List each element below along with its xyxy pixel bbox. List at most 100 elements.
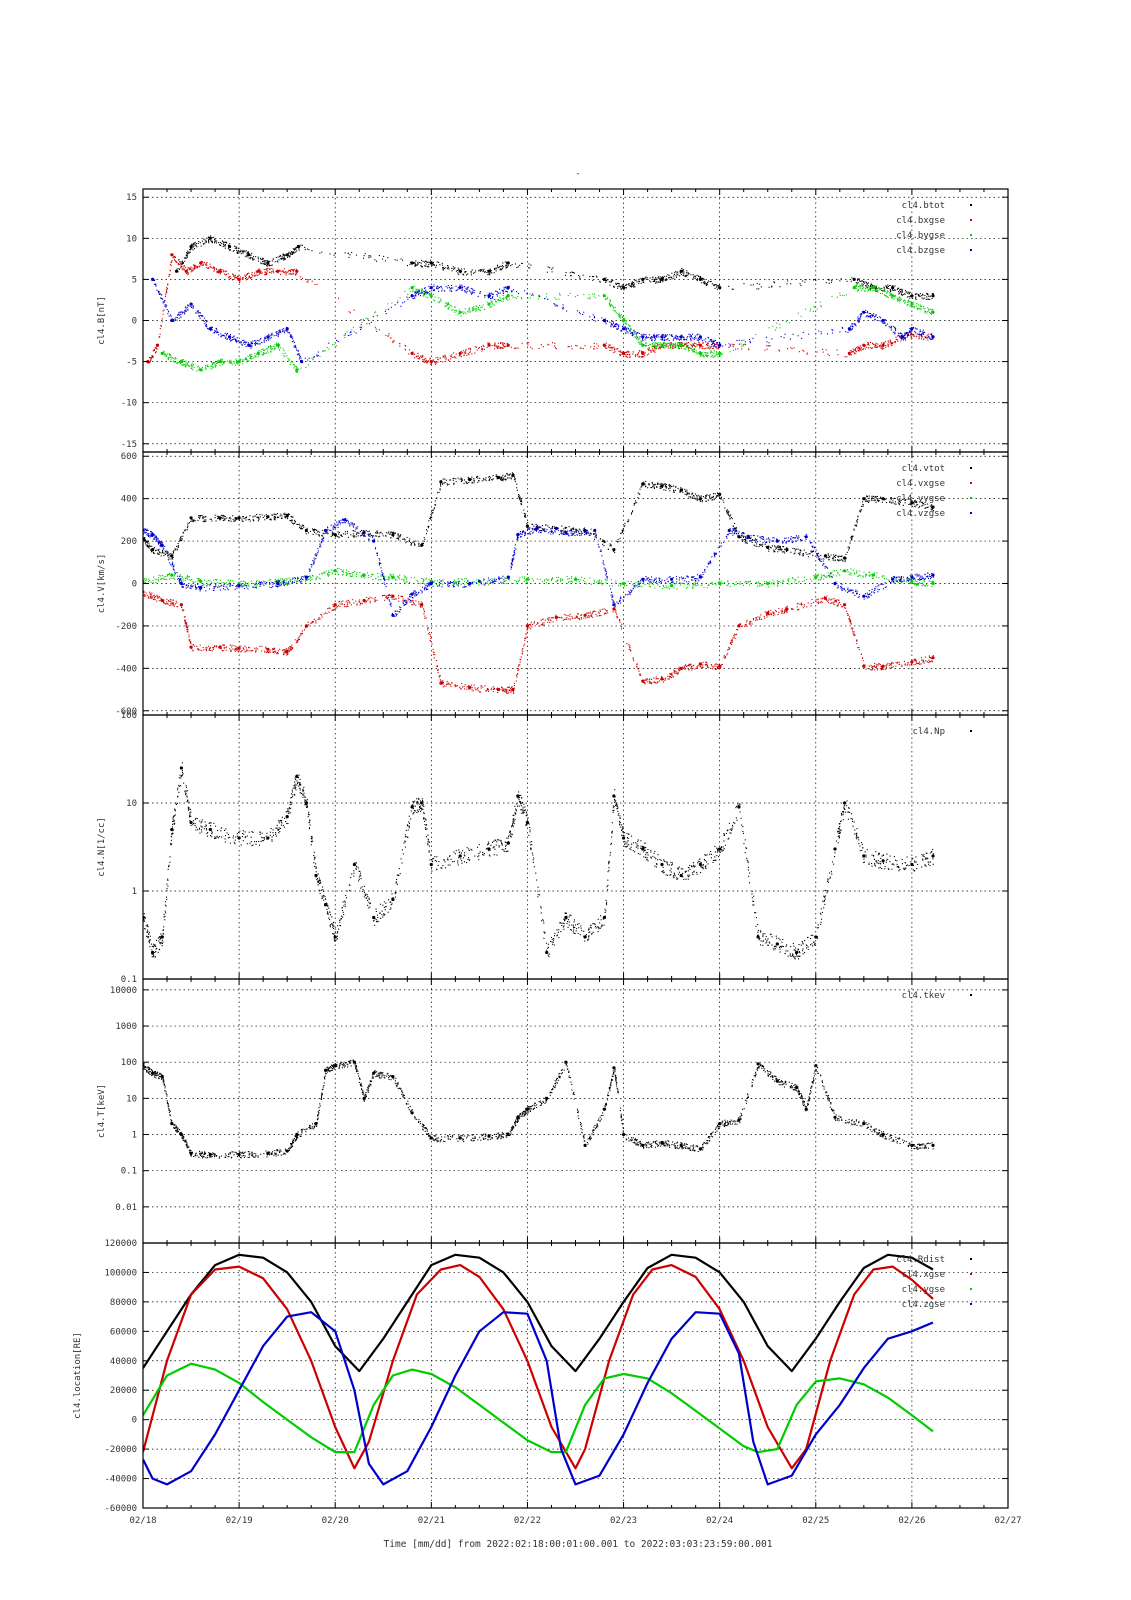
data-point	[385, 309, 387, 311]
data-point	[297, 523, 299, 525]
data-point	[221, 362, 223, 364]
data-point	[664, 336, 666, 338]
data-point	[869, 286, 871, 288]
data-point	[426, 265, 428, 267]
data-point	[260, 257, 262, 259]
data-point	[175, 261, 177, 263]
data-point	[164, 553, 166, 555]
data-point	[409, 290, 411, 292]
data-point	[432, 509, 434, 511]
data-point	[920, 307, 922, 309]
data-point	[898, 293, 900, 295]
data-point	[270, 337, 272, 339]
data-point	[412, 298, 414, 300]
data-point	[369, 533, 371, 535]
data-point	[187, 304, 189, 306]
data-point	[538, 348, 540, 350]
data-point	[487, 274, 489, 276]
data-point	[873, 285, 875, 287]
data-point	[857, 289, 859, 291]
data-point	[622, 356, 624, 358]
data-point	[865, 312, 867, 314]
data-point	[626, 320, 628, 322]
data-point	[862, 348, 864, 350]
data-point	[370, 533, 372, 535]
data-point	[285, 329, 287, 331]
data-point	[904, 337, 906, 339]
data-point	[216, 362, 218, 364]
data-point	[858, 350, 860, 352]
data-point	[186, 271, 188, 273]
data-point	[186, 255, 188, 257]
data-point	[246, 256, 248, 258]
data-point	[268, 334, 270, 336]
data-point	[465, 350, 467, 352]
data-point	[259, 350, 261, 352]
data-point	[239, 276, 241, 278]
data-point	[271, 514, 273, 516]
data-point	[709, 339, 711, 341]
data-point	[226, 338, 228, 340]
data-point	[152, 551, 154, 553]
data-point	[217, 272, 219, 274]
data-point	[431, 296, 433, 298]
data-point	[149, 359, 151, 361]
data-point	[263, 341, 265, 343]
data-point	[910, 305, 912, 307]
data-point	[180, 261, 182, 263]
data-point	[516, 267, 518, 269]
data-point	[182, 262, 184, 264]
data-point	[643, 353, 645, 355]
data-point	[698, 340, 700, 342]
data-point	[293, 342, 295, 344]
data-point	[190, 271, 192, 273]
data-point	[162, 552, 164, 554]
data-point	[291, 521, 293, 523]
data-point	[641, 277, 645, 281]
data-point	[271, 260, 273, 262]
data-point	[292, 248, 294, 250]
data-point	[265, 340, 267, 342]
data-point	[158, 553, 160, 555]
data-point	[349, 312, 351, 314]
data-point	[254, 355, 256, 357]
data-point	[428, 525, 430, 527]
data-point	[208, 236, 210, 238]
data-point	[663, 334, 665, 336]
data-point	[885, 285, 887, 287]
data-point	[296, 246, 298, 248]
data-point	[688, 350, 690, 352]
data-point	[287, 517, 289, 519]
data-point	[910, 335, 912, 337]
data-point	[432, 511, 434, 513]
data-point	[315, 529, 317, 531]
data-point	[413, 262, 415, 264]
data-point	[191, 368, 193, 370]
data-point	[228, 517, 230, 519]
data-point	[506, 473, 508, 475]
data-point	[475, 308, 477, 310]
data-point	[414, 265, 416, 267]
data-point	[911, 334, 913, 336]
data-point	[211, 365, 213, 367]
data-point	[344, 333, 346, 335]
data-point	[743, 339, 745, 341]
data-point	[669, 343, 671, 345]
data-point	[875, 289, 877, 291]
data-point	[859, 345, 861, 347]
data-point	[299, 356, 301, 358]
data-point	[225, 336, 227, 338]
data-point	[554, 527, 556, 529]
data-point	[312, 533, 314, 535]
data-point	[291, 274, 293, 276]
data-point	[883, 348, 885, 350]
data-point	[438, 297, 440, 299]
data-point	[304, 246, 306, 248]
data-point	[290, 271, 292, 273]
data-point	[497, 292, 499, 294]
data-point	[484, 271, 486, 273]
data-point	[562, 308, 564, 310]
data-point	[278, 332, 280, 334]
data-point	[211, 240, 213, 242]
data-point	[921, 331, 923, 333]
